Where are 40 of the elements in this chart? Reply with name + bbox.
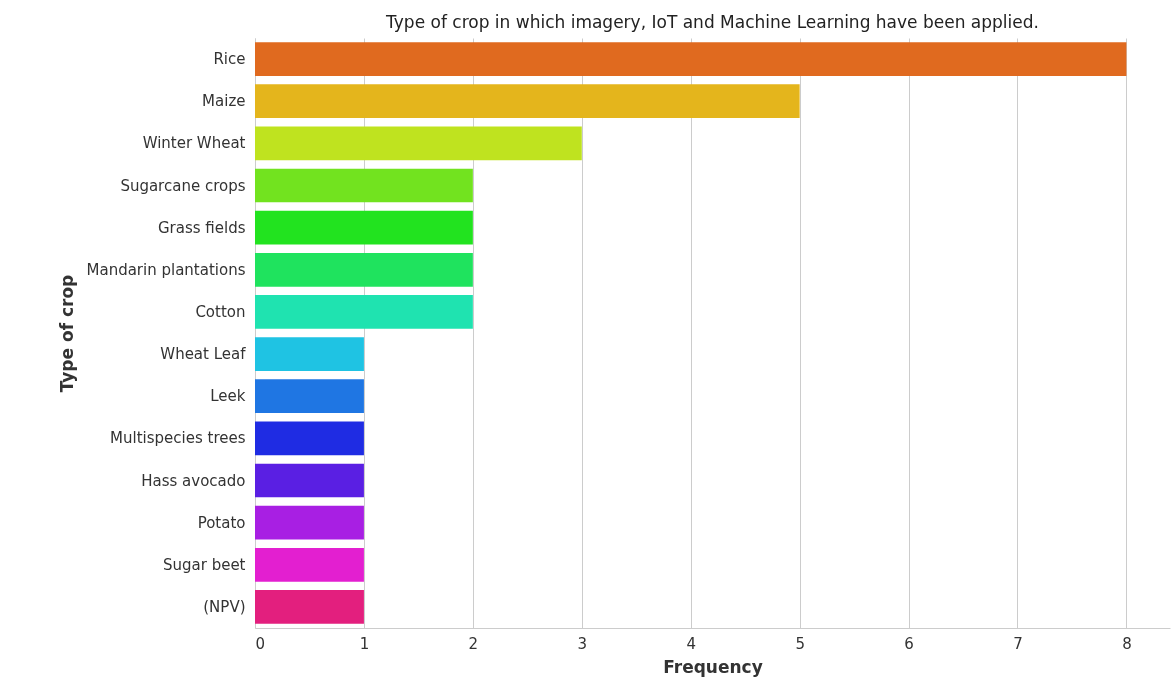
y-tick-label: Multispecies trees [110, 429, 246, 448]
bar [255, 590, 364, 624]
y-tick-label: (NPV) [203, 597, 246, 616]
y-tick-label: Hass avocado [141, 471, 246, 490]
y-tick-label: Rice [213, 50, 246, 69]
y-tick-label: Maize [202, 92, 246, 111]
bar [255, 168, 473, 203]
y-tick-label: Potato [197, 513, 246, 532]
bar [255, 463, 364, 498]
bar [255, 379, 364, 414]
x-tick-label: 3 [577, 634, 588, 653]
x-axis-title: Frequency [663, 656, 763, 677]
bar [255, 84, 800, 119]
x-tick-label: 2 [468, 634, 479, 653]
bar [255, 42, 1127, 76]
x-tick-label: 1 [359, 634, 370, 653]
x-tick-label: 7 [1013, 634, 1023, 653]
y-tick-label: Mandarin plantations [86, 260, 246, 279]
y-tick-label: Cotton [195, 302, 246, 321]
y-tick-label: Sugarcane crops [120, 176, 246, 195]
x-tick-label: 8 [1122, 634, 1132, 653]
y-tick-label: Wheat Leaf [160, 345, 247, 364]
bar [255, 126, 582, 161]
chart-title: Type of crop in which imagery, IoT and Machine Learning have been applied. [385, 12, 1039, 32]
x-tick-label: 4 [686, 634, 696, 653]
y-tick-label: Sugar beet [162, 555, 246, 574]
y-axis-title: Type of crop [56, 274, 77, 393]
x-tick-label: 5 [795, 634, 805, 653]
bar [255, 210, 473, 245]
bar [255, 337, 364, 371]
bar [255, 252, 473, 287]
x-tick-label: 0 [255, 634, 266, 653]
y-tick-label: Leek [210, 387, 246, 406]
bar [255, 295, 473, 329]
y-tick-label: Grass fields [157, 218, 246, 237]
bar [255, 547, 364, 582]
y-tick-label: Winter Wheat [142, 134, 246, 153]
bar [255, 421, 364, 456]
x-tick-label: 6 [904, 634, 914, 653]
bar [255, 505, 364, 540]
